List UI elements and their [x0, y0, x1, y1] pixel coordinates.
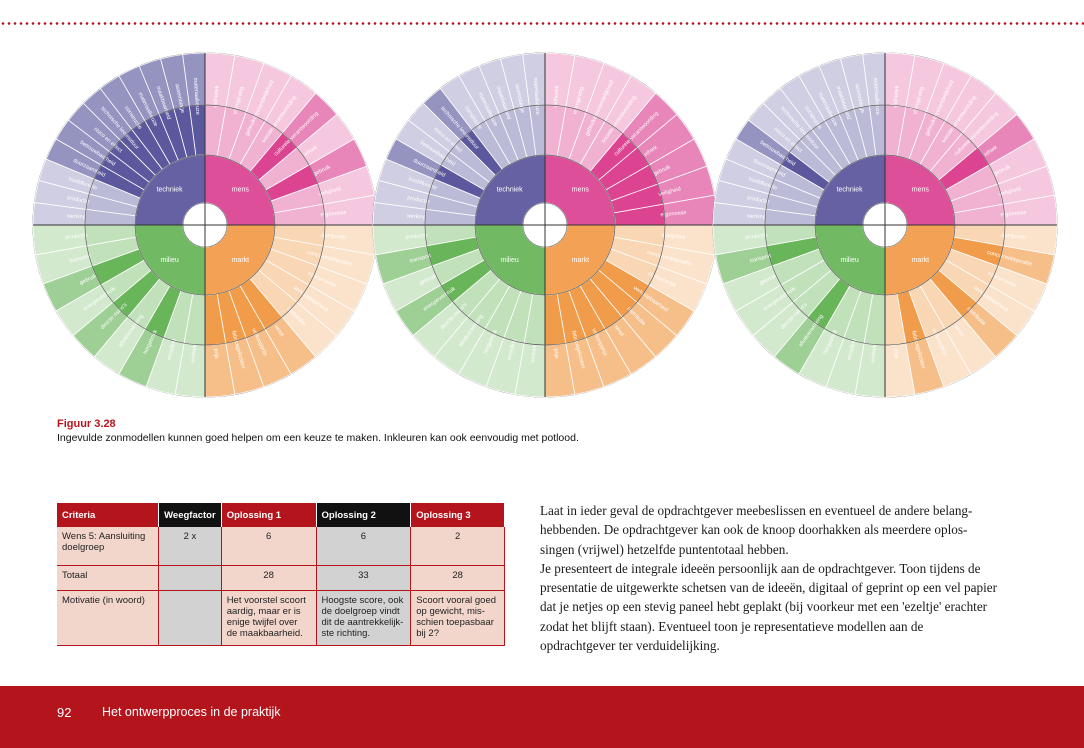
figure-number: Figuur 3.28 — [57, 418, 116, 430]
paragraph: Je presenteert de integrale ideeën perso… — [540, 560, 997, 654]
wheel-segment-label: werking — [406, 213, 426, 220]
header-oplossing-1: Oplossing 1 — [221, 503, 317, 527]
figure-caption-text: Ingevulde zonmodellen kunnen goed helpen… — [57, 432, 579, 444]
wheel-ring — [764, 104, 1006, 346]
wheel-segment-label: emissie — [530, 344, 538, 363]
wheel-quadrant-label: mens — [232, 186, 250, 193]
page-footer: 92 Het ontwerpproces in de praktijk — [0, 686, 1084, 748]
page-number: 92 — [57, 705, 72, 720]
wheel-segment-label: werking — [66, 213, 86, 220]
wheel-segment-label: ergonomie — [1000, 210, 1026, 218]
figure-caption: Figuur 3.28 Ingevulde zonmodellen kunnen… — [57, 417, 757, 445]
wheel-segment-label: esthetiek — [893, 85, 901, 108]
table-row: Motivatie (in woord) Het voorstel scoort… — [57, 590, 505, 646]
wheel-segment-label: doelgroep — [1001, 233, 1026, 241]
sun-model-wheel-3: ergonomie veiligheid gebruik ethiek culturel… — [710, 50, 1060, 400]
wheel-quadrant-label: milieu — [840, 257, 858, 264]
wheel-segment-label: veiligheid — [998, 186, 1022, 198]
header-weegfactor: Weegfactor — [158, 503, 222, 527]
table-header-row: Criteria Weegfactor Oplossing 1 Oplossin… — [57, 503, 505, 527]
sun-model-figure: ergonomie veiligheid gebruik ethiek culturel… — [30, 50, 1060, 400]
wheel-segment-label: assemblage — [174, 83, 186, 113]
wheel-segment-label: prijs — [552, 348, 559, 359]
wheel-quadrant-label: markt — [912, 257, 930, 264]
cell-oplossing-3: Scoort vooral goed op gewicht, mis-schie… — [410, 590, 505, 646]
cell-oplossing-3: 2 — [410, 527, 505, 566]
wheel-segment-label: materiaalkeuze — [192, 78, 200, 116]
cell-weegfactor: 2 x — [158, 527, 222, 566]
cell-oplossing-1: Het voorstel scoort aardig, maar er is e… — [221, 590, 317, 646]
sun-model-wheel-1: ergonomie veiligheid gebruik ethiek culturel… — [30, 50, 380, 400]
wheel-segment-label: prijs — [892, 348, 899, 359]
wheel-quadrant-label: markt — [572, 257, 590, 264]
table-row: Totaal 28 33 28 — [57, 565, 505, 591]
wheel-segment-label: emissie — [190, 344, 198, 363]
header-oplossing-2: Oplossing 2 — [316, 503, 412, 527]
wheel-segment-label: veiligheid — [318, 186, 342, 198]
cell-oplossing-1: 6 — [221, 527, 317, 566]
wheel-quadrant-label: milieu — [160, 257, 178, 264]
wheel-segment-label: veiligheid — [658, 186, 682, 198]
paragraph: Laat in ieder geval de opdrachtgever mee… — [540, 503, 973, 557]
wheel-segment-label: productie — [407, 195, 430, 205]
wheel-segment-label: productie — [745, 233, 768, 241]
cell-criteria: Wens 5: Aansluiting doelgroep — [57, 527, 160, 566]
wheel-segment-label: recycling — [846, 338, 857, 361]
wheel-quadrant-label: mens — [912, 186, 930, 193]
wheel-ring — [84, 104, 326, 346]
wheel-segment-label: ergonomie — [320, 210, 346, 218]
wheel-segment-label: materiaalkeuze — [872, 78, 880, 116]
cell-weegfactor — [158, 565, 222, 591]
running-title: Het ontwerpproces in de praktijk — [102, 705, 281, 719]
wheel-segment-label: emissie — [870, 344, 878, 363]
wheel-segment-label: esthetiek — [213, 85, 221, 108]
wheel-quadrant-label: techniek — [157, 186, 184, 193]
body-text: Laat in ieder geval de opdrachtgever mee… — [540, 501, 1000, 655]
wheel-quadrant-label: techniek — [497, 186, 524, 193]
wheel-segment-label: productie — [65, 233, 88, 241]
wheel-ring — [134, 154, 276, 296]
wheel-segment-label: esthetiek — [553, 85, 561, 108]
cell-oplossing-3: 28 — [410, 565, 505, 591]
wheel-segment-label: transport — [69, 253, 92, 265]
header-criteria: Criteria — [57, 503, 160, 527]
cell-oplossing-1: 28 — [221, 565, 317, 591]
wheel-segment-label: werking — [746, 213, 766, 220]
wheel-quadrant-label: mens — [572, 186, 590, 193]
wheel-segment-label: transport — [409, 253, 432, 265]
wheel-segment-label: prijs — [212, 348, 219, 359]
wheel-segment-label: ergonomie — [660, 210, 686, 218]
wheel-segment-label: materiaalkeuze — [532, 78, 540, 116]
header-oplossing-3: Oplossing 3 — [410, 503, 505, 527]
cell-criteria: Motivatie (in woord) — [57, 590, 160, 646]
cell-oplossing-2: Hoogste score, ook de doelgroep vindt di… — [316, 590, 412, 646]
dotted-top-rule — [0, 22, 1084, 25]
cell-criteria: Totaal — [57, 565, 160, 591]
wheel-segment-label: transport — [749, 253, 772, 265]
cell-oplossing-2: 33 — [316, 565, 412, 591]
wheel-segment-label: doelgroep — [321, 233, 346, 241]
wheel-segment-label: recycling — [506, 338, 517, 361]
wheel-quadrant-label: techniek — [837, 186, 864, 193]
wheel-segment-label: assemblage — [854, 83, 866, 113]
wheel-segment-label: doelgroep — [661, 233, 686, 241]
wheel-ring — [814, 154, 956, 296]
wheel-quadrant-label: milieu — [500, 257, 518, 264]
wheel-quadrant-label: markt — [232, 257, 250, 264]
wheel-segment-label: productie — [67, 195, 90, 205]
criteria-table: Criteria Weegfactor Oplossing 1 Oplossin… — [57, 503, 505, 646]
sun-model-wheel-2: ergonomie veiligheid gebruik ethiek culturel… — [370, 50, 720, 400]
wheel-segment-label: productie — [405, 233, 428, 241]
wheel-segment-label: assemblage — [514, 83, 526, 113]
wheel-segment-label: productie — [747, 195, 770, 205]
wheel-ring — [474, 154, 616, 296]
cell-oplossing-2: 6 — [316, 527, 412, 566]
wheel-ring — [424, 104, 666, 346]
wheel-segment-label: recycling — [166, 338, 177, 361]
table-row: Wens 5: Aansluiting doelgroep 2 x 6 6 2 — [57, 527, 505, 566]
cell-weegfactor — [158, 590, 222, 646]
